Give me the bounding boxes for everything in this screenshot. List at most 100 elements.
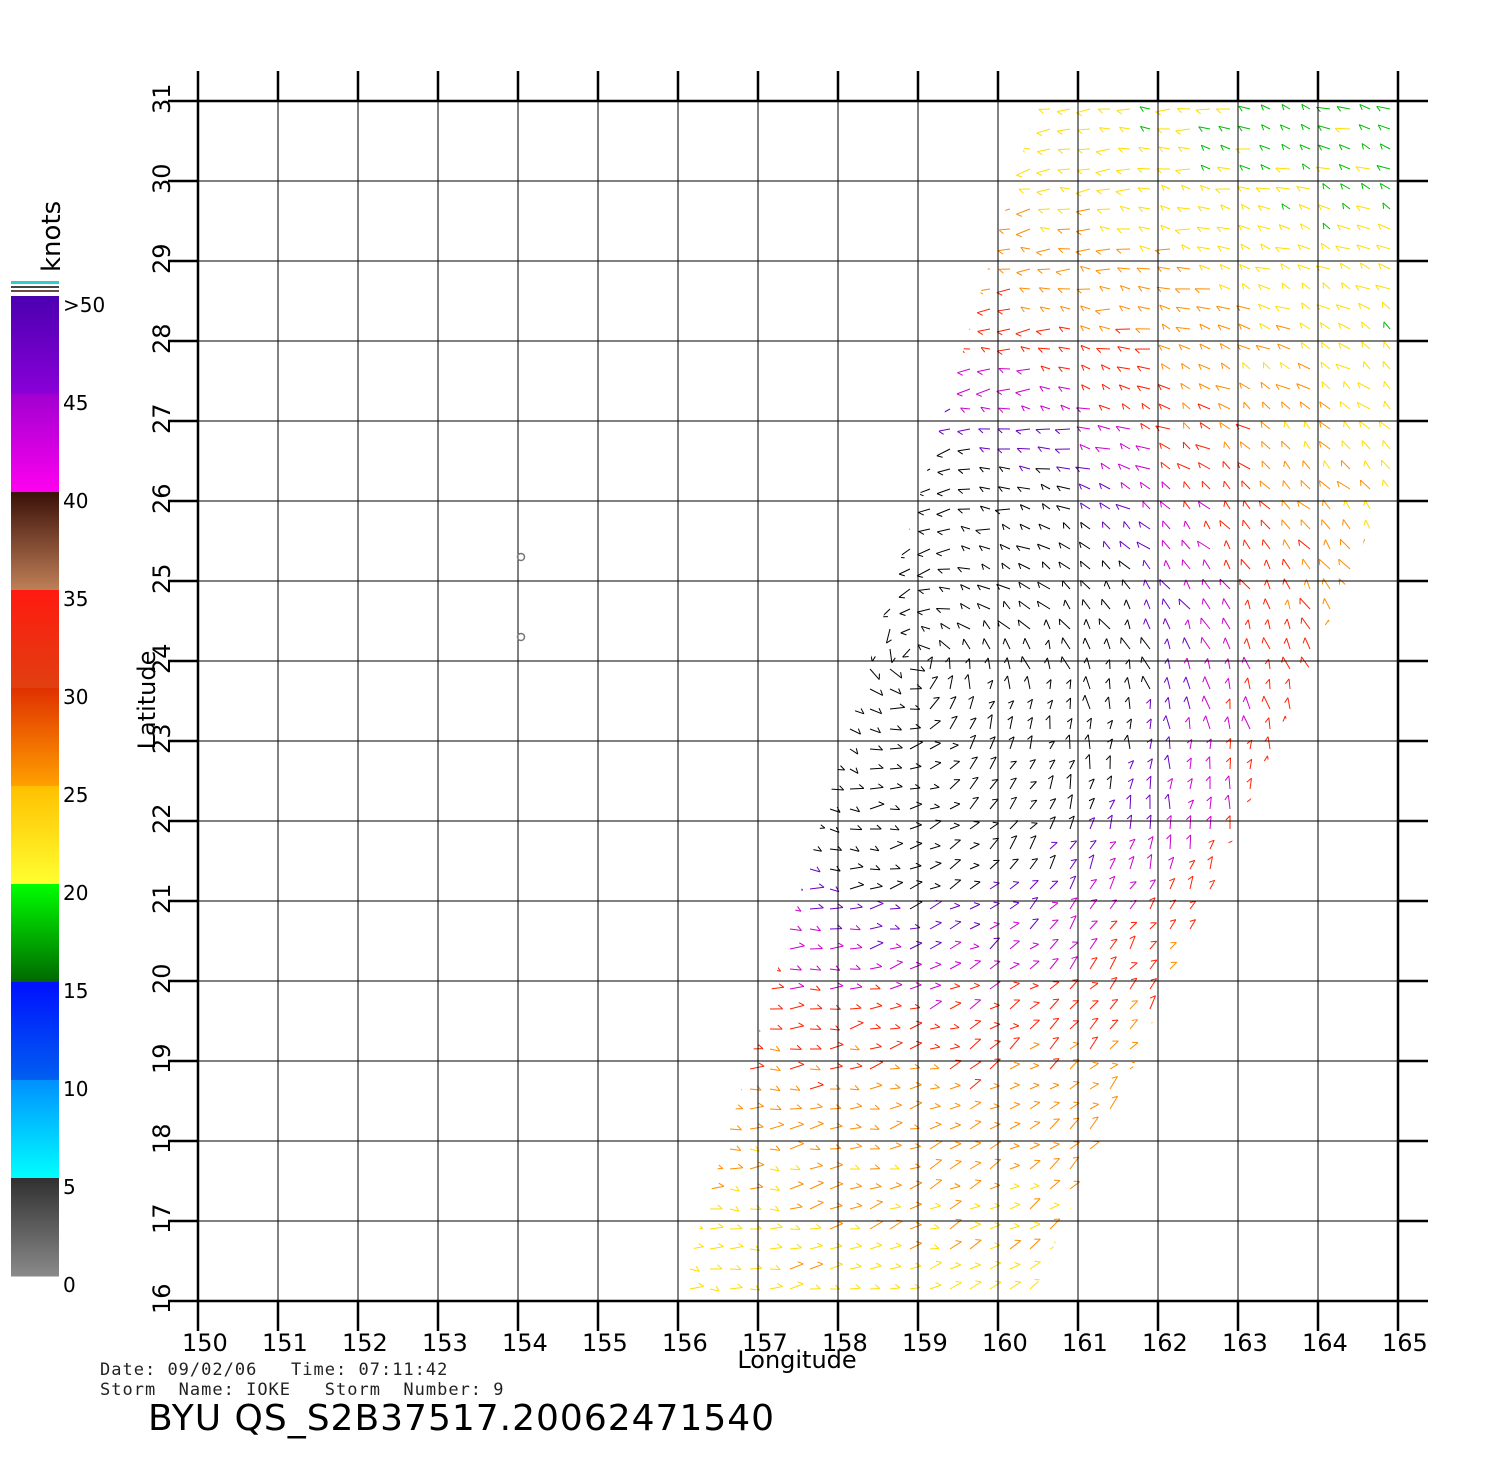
wind-barb-tail bbox=[1217, 245, 1222, 252]
wind-barb-tail bbox=[1349, 1018, 1355, 1022]
wind-barb bbox=[1080, 325, 1091, 330]
wind-barb-tail bbox=[974, 1100, 982, 1103]
wind-barb-tail bbox=[1277, 343, 1281, 350]
wind-barb-tail bbox=[784, 555, 791, 558]
wind-barb bbox=[1309, 974, 1313, 990]
wind-barb bbox=[1135, 465, 1151, 470]
wind-barb-tail bbox=[1065, 734, 1070, 740]
wind-barb bbox=[769, 1268, 781, 1271]
wind-barb-tail bbox=[840, 333, 847, 336]
wind-barb bbox=[1049, 1158, 1060, 1170]
wind-barb bbox=[689, 828, 704, 835]
wind-barb bbox=[709, 868, 724, 873]
wind-barb-tail bbox=[1230, 998, 1237, 1002]
wind-barb-tail bbox=[1291, 1237, 1298, 1241]
wind-barb-tail bbox=[886, 639, 892, 644]
wind-barb bbox=[678, 788, 679, 798]
wind-barb bbox=[969, 797, 979, 810]
wind-barb-tail bbox=[1319, 322, 1323, 329]
wind-barb bbox=[822, 528, 831, 536]
wind-barb-tail bbox=[935, 1121, 942, 1125]
wind-barb bbox=[701, 248, 711, 256]
wind-barb bbox=[769, 708, 778, 719]
wind-barb-tail bbox=[722, 356, 729, 359]
wind-barb bbox=[722, 388, 731, 401]
wind-barb bbox=[1084, 695, 1091, 710]
wind-barb bbox=[1209, 1196, 1218, 1210]
wind-barb-tail bbox=[1053, 1142, 1060, 1145]
wind-barb bbox=[859, 128, 871, 134]
wind-barb-tail bbox=[1248, 879, 1255, 883]
wind-barb-tail bbox=[1246, 758, 1253, 764]
wind-barb-tail bbox=[715, 1285, 720, 1292]
wind-barb-tail bbox=[978, 249, 984, 255]
wind-barb bbox=[898, 388, 911, 396]
wind-barb-tail bbox=[896, 960, 903, 963]
wind-barb-tail bbox=[1303, 716, 1307, 722]
wind-barb-tail bbox=[817, 1180, 824, 1184]
wind-barb-tail bbox=[1241, 656, 1245, 663]
wind-barb bbox=[1004, 638, 1011, 650]
wind-barb bbox=[918, 428, 931, 433]
wind-barb bbox=[917, 608, 931, 613]
wind-barb bbox=[1129, 1099, 1139, 1110]
wind-barb-tail bbox=[919, 269, 926, 274]
wind-barb-tail bbox=[798, 982, 805, 987]
wind-barb bbox=[1297, 264, 1311, 270]
wind-barb-tail bbox=[979, 447, 984, 453]
wind-barb-tail bbox=[939, 209, 945, 215]
wind-barb bbox=[769, 1226, 783, 1230]
wind-barb-tail bbox=[818, 883, 825, 888]
wind-barb-tail bbox=[1094, 447, 1100, 453]
wind-barb-tail bbox=[954, 1183, 961, 1187]
wind-barb-tail bbox=[947, 675, 953, 680]
wind-barb-tail bbox=[816, 1223, 822, 1229]
wind-barb-tail bbox=[674, 752, 676, 758]
wind-barb bbox=[1229, 1021, 1237, 1030]
wind-barb bbox=[749, 788, 757, 797]
wind-barb-tail bbox=[956, 335, 963, 338]
wind-barb-tail bbox=[737, 1085, 743, 1091]
wind-barb-tail bbox=[1350, 1160, 1357, 1163]
wind-barb-tail bbox=[997, 250, 1004, 255]
wind-barb bbox=[1036, 248, 1051, 253]
wind-barb-tail bbox=[1281, 203, 1284, 210]
wind-barb-tail bbox=[1014, 1280, 1021, 1283]
wind-barb bbox=[1289, 1198, 1298, 1210]
wind-barb-tail bbox=[1218, 126, 1223, 132]
wind-barb-tail bbox=[837, 903, 844, 908]
wind-barb bbox=[1281, 401, 1291, 410]
wind-barb-tail bbox=[1016, 132, 1023, 137]
wind-barb bbox=[839, 228, 851, 236]
wind-barb bbox=[1218, 402, 1231, 410]
wind-barb-tail bbox=[1303, 441, 1306, 448]
wind-barb-tail bbox=[1036, 251, 1042, 256]
wind-barb bbox=[769, 986, 784, 990]
wind-barb-tail bbox=[776, 1104, 782, 1110]
wind-barb-tail bbox=[1095, 151, 1102, 156]
wind-barb-tail bbox=[956, 274, 963, 278]
wind-barb bbox=[1176, 266, 1191, 270]
wind-barb-tail bbox=[1184, 619, 1189, 626]
wind-barb bbox=[1309, 995, 1314, 1010]
wind-barb-tail bbox=[1001, 524, 1005, 531]
wind-barb bbox=[969, 696, 975, 710]
wind-barb bbox=[763, 428, 771, 442]
wind-barb-tail bbox=[1246, 797, 1253, 803]
wind-barb bbox=[897, 188, 911, 197]
wind-barb bbox=[1080, 579, 1091, 590]
wind-barb-tail bbox=[1036, 601, 1040, 608]
wind-barb bbox=[769, 1286, 783, 1290]
wind-barb-tail bbox=[800, 132, 807, 136]
wind-barb-tail bbox=[795, 1165, 801, 1171]
wind-barb bbox=[1109, 1142, 1120, 1150]
wind-barb-tail bbox=[894, 1283, 901, 1289]
wind-barb bbox=[1009, 736, 1015, 750]
wind-barb-tail bbox=[981, 563, 984, 570]
wind-barb-tail bbox=[1322, 223, 1325, 230]
wind-barb bbox=[678, 1168, 683, 1171]
wind-barb bbox=[1037, 600, 1051, 610]
wind-barb bbox=[1389, 940, 1395, 950]
wind-barb bbox=[729, 1287, 743, 1290]
wind-barb bbox=[799, 248, 811, 258]
